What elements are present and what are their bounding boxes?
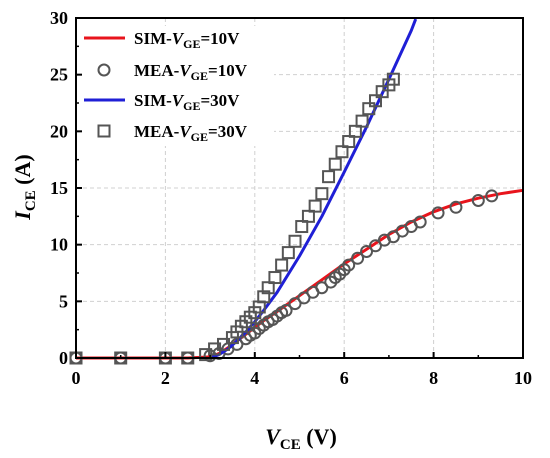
y-tick-label: 15 bbox=[50, 178, 68, 198]
x-tick-label: 10 bbox=[514, 368, 532, 388]
y-axis-title: ICE (A) bbox=[10, 154, 39, 220]
data-point bbox=[323, 171, 334, 182]
data-point bbox=[283, 247, 294, 258]
x-tick-label: 2 bbox=[161, 368, 170, 388]
x-tick-label: 8 bbox=[429, 368, 438, 388]
series-line-1 bbox=[76, 190, 523, 358]
data-point bbox=[330, 159, 341, 170]
x-tick-label: 4 bbox=[250, 368, 259, 388]
y-tick-label: 10 bbox=[50, 235, 68, 255]
y-tick-label: 30 bbox=[50, 8, 68, 28]
y-tick-label: 5 bbox=[59, 291, 68, 311]
x-tick-label: 0 bbox=[72, 368, 81, 388]
y-tick-label: 25 bbox=[50, 65, 68, 85]
y-tick-label: 20 bbox=[50, 121, 68, 141]
data-point bbox=[316, 188, 327, 199]
series-markers-2 bbox=[71, 190, 498, 363]
y-axis: 0 5 10 15 20 25 30 bbox=[50, 8, 82, 368]
x-tick-label: 6 bbox=[340, 368, 349, 388]
y-tick-label: 0 bbox=[59, 348, 68, 368]
legend: SIM-VGE=10VMEA-VGE=10VSIM-VGE=30VMEA-VGE… bbox=[82, 26, 274, 146]
data-point bbox=[276, 260, 287, 271]
x-axis-title: VCE (V) bbox=[265, 424, 337, 453]
